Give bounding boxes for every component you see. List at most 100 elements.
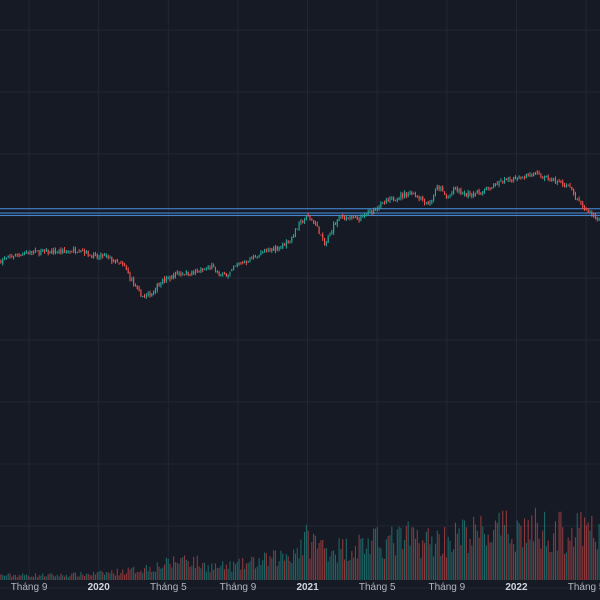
candle-body xyxy=(209,267,211,269)
candle-body xyxy=(280,246,282,249)
volume-bar xyxy=(329,556,331,580)
candle-body xyxy=(405,193,407,197)
candle-body xyxy=(318,226,320,235)
horizontal-level-lines[interactable] xyxy=(0,208,600,216)
candle-body xyxy=(462,193,464,195)
candle-body xyxy=(9,255,11,257)
volume-bar xyxy=(580,511,582,580)
candle-body xyxy=(518,175,520,179)
volume-bar xyxy=(324,548,326,580)
volume-bar xyxy=(78,576,80,580)
candle-body xyxy=(524,176,526,178)
candle-body xyxy=(127,269,129,274)
candle-body xyxy=(229,271,231,275)
candle-body xyxy=(213,265,215,267)
candle-body xyxy=(371,210,373,214)
volume-bar xyxy=(127,567,129,580)
volume-bar xyxy=(291,563,293,580)
candle-body xyxy=(0,260,2,264)
volume-bar xyxy=(33,576,35,580)
candle-body xyxy=(134,285,136,287)
candle-body xyxy=(107,255,109,258)
volume-bar xyxy=(296,548,298,580)
candle-body xyxy=(118,262,120,264)
volume-bar xyxy=(180,558,182,580)
volume-bar xyxy=(567,537,569,580)
candle-body xyxy=(149,292,151,297)
candle-body xyxy=(493,183,495,187)
candle-body xyxy=(267,249,269,251)
volume-bar xyxy=(74,572,76,580)
volume-bar xyxy=(0,574,2,580)
candle-body xyxy=(36,250,38,252)
volume-bar xyxy=(267,565,269,580)
candle-body xyxy=(194,271,196,274)
candle-body xyxy=(474,193,476,197)
volume-bar xyxy=(360,538,362,580)
volume-bar xyxy=(562,527,564,580)
candle-body xyxy=(327,237,329,243)
volume-bar xyxy=(464,520,466,580)
time-axis[interactable]: Tháng 9 2020 Tháng 5 Tháng 9 2021 Tháng 5 Thán… xyxy=(11,582,600,593)
volume-bar xyxy=(313,533,315,580)
volume-bar xyxy=(345,538,347,580)
candle-body xyxy=(144,296,146,298)
candle-body xyxy=(205,268,207,270)
candle-body xyxy=(244,261,246,264)
candle-body xyxy=(565,185,567,187)
volume-bar xyxy=(591,515,593,580)
candle-body xyxy=(242,262,244,264)
volume-bar xyxy=(171,567,173,580)
volume-bar xyxy=(402,549,404,580)
candle-body xyxy=(249,257,251,263)
candle-body xyxy=(576,198,578,200)
volume-bar xyxy=(187,561,189,580)
volume-bar xyxy=(133,566,135,580)
x-tick-label: Tháng 9 xyxy=(428,582,465,593)
candle-body xyxy=(322,234,324,239)
candle-body xyxy=(520,176,522,179)
candle-body xyxy=(540,174,542,178)
candle-body xyxy=(334,223,336,225)
volume-bar xyxy=(347,560,349,580)
volume-bar xyxy=(311,542,313,580)
volume-bar xyxy=(473,516,475,580)
volume-bar xyxy=(238,558,240,580)
volume-bar xyxy=(527,520,529,580)
candle-body xyxy=(367,211,369,215)
volume-bar xyxy=(60,573,62,580)
candle-body xyxy=(173,275,175,278)
volume-bar xyxy=(520,525,522,580)
volume-bar xyxy=(411,527,413,580)
candle-body xyxy=(98,256,100,258)
volume-bar xyxy=(333,550,335,580)
volume-bar xyxy=(422,540,424,580)
candle-body xyxy=(531,174,533,176)
candle-body xyxy=(509,177,511,180)
candle-body xyxy=(104,255,106,257)
volume-bar xyxy=(249,561,251,580)
candle-body xyxy=(313,220,315,224)
candle-body xyxy=(156,283,158,291)
candle-body xyxy=(164,278,166,282)
volume-bar xyxy=(598,524,600,580)
candle-body xyxy=(187,271,189,275)
candle-body xyxy=(191,271,193,276)
candle-body xyxy=(129,272,131,280)
volume-bar xyxy=(424,543,426,580)
candle-body xyxy=(162,279,164,284)
volume-bar xyxy=(47,574,49,580)
volume-bar xyxy=(525,542,527,580)
candle-body xyxy=(120,262,122,264)
candle-body xyxy=(5,257,7,259)
candle-body xyxy=(91,255,93,259)
volume-bar xyxy=(400,527,402,580)
candle-body xyxy=(291,236,293,241)
candle-body xyxy=(349,216,351,219)
volume-bar xyxy=(480,515,482,580)
volume-bar xyxy=(4,575,6,580)
candle-body xyxy=(27,252,29,254)
volume-bar xyxy=(571,527,573,580)
